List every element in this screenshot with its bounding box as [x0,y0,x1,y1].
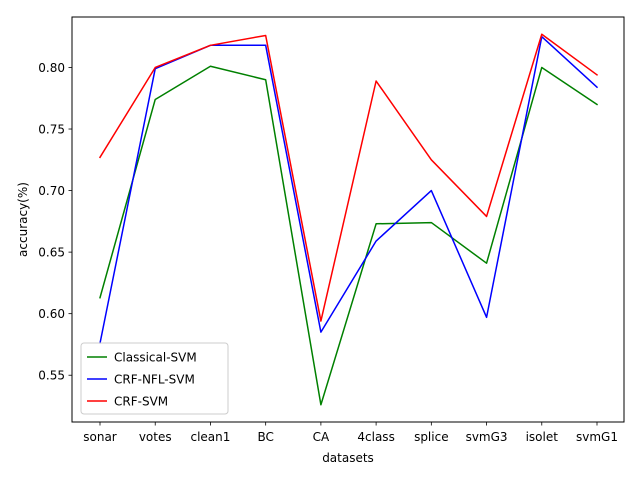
legend-label-0: Classical-SVM [114,350,197,364]
y-tick-label-0: 0.55 [38,369,65,383]
x-tick-label-5: 4class [357,430,394,444]
x-tick-label-2: clean1 [190,430,230,444]
x-tick-label-8: isolet [526,430,559,444]
y-tick-label-1: 0.60 [38,307,65,321]
y-tick-label-4: 0.75 [38,122,65,136]
plot-lines [98,33,599,406]
x-axis: sonar votes clean1 BC CA 4class splice svmG3 iso… [83,422,618,444]
y-axis-label: accuracy(%) [16,182,30,257]
series-line-1 [99,35,599,345]
y-tick-label-3: 0.70 [38,184,65,198]
x-tick-label-0: sonar [83,430,117,444]
x-tick-label-1: votes [139,430,172,444]
legend-box [80,342,229,415]
x-tick-label-9: svmG1 [576,430,618,444]
plot-frame [71,16,625,423]
x-tick-label-6: splice [414,430,449,444]
series-line-0 [99,65,599,406]
legend-label-2: CRF-SVM [114,394,168,408]
y-axis: 0.55 0.60 0.65 0.70 0.75 0.80 [38,61,72,383]
y-tick-label-5: 0.80 [38,61,65,75]
x-tick-label-4: CA [313,430,330,444]
series-line-2 [98,33,599,322]
legend-label-1: CRF-NFL-SVM [114,372,195,386]
x-tick-label-3: BC [257,430,273,444]
x-axis-label: datasets [322,451,374,465]
x-tick-label-7: svmG3 [466,430,508,444]
legend: Classical-SVM CRF-NFL-SVM CRF-SVM [80,342,229,415]
y-tick-label-2: 0.65 [38,245,65,259]
